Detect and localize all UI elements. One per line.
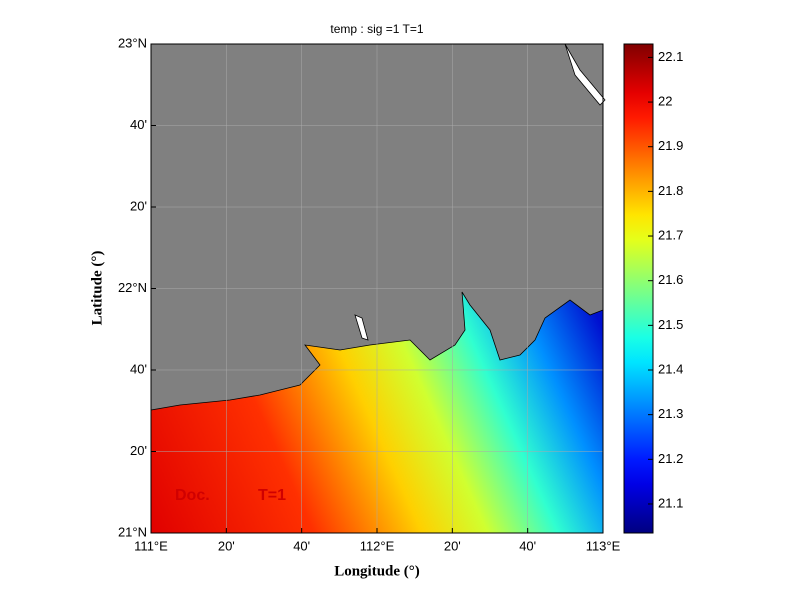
colorbar-tick-label: 21.2 [658, 451, 683, 466]
chart-title: temp : sig =1 T=1 [330, 22, 423, 36]
x-tick-label: 40' [519, 538, 536, 553]
y-tick-label: 21°N [118, 524, 147, 539]
colorbar-tick-label: 21.1 [658, 495, 683, 510]
y-tick-label: 23°N [118, 35, 147, 50]
x-tick-label: 111°E [134, 538, 168, 553]
y-tick-label: 20' [130, 443, 147, 458]
colorbar-tick-label: 22.1 [658, 49, 683, 64]
colorbar-tick-label: 21.9 [658, 138, 683, 153]
colorbar-tick-label: 21.7 [658, 227, 683, 242]
x-axis-label: Longitude (°) [334, 563, 420, 579]
y-axis-label: Latitude (°) [89, 251, 105, 326]
colorbar-tick-label: 21.8 [658, 183, 683, 198]
y-tick-label: 20' [130, 198, 147, 213]
colorbar-tick-label: 21.6 [658, 272, 683, 287]
annotation: T=1 [258, 487, 286, 504]
colorbar [623, 43, 654, 534]
x-tick-label: 113°E [586, 538, 621, 553]
y-tick-label: 40' [130, 361, 147, 376]
y-tick-label: 40' [130, 117, 147, 132]
x-tick-label: 40' [293, 538, 310, 553]
colorbar-tick-label: 21.4 [658, 361, 683, 376]
annotation: Doc. [175, 487, 210, 504]
x-tick-label: 112°E [360, 538, 395, 553]
colorbar-tick-label: 22 [658, 93, 672, 108]
colorbar-tick-label: 21.5 [658, 317, 683, 332]
y-tick-label: 22°N [118, 280, 147, 295]
x-tick-label: 20' [218, 538, 235, 553]
x-tick-label: 20' [444, 538, 461, 553]
colorbar-tick-label: 21.3 [658, 406, 683, 421]
